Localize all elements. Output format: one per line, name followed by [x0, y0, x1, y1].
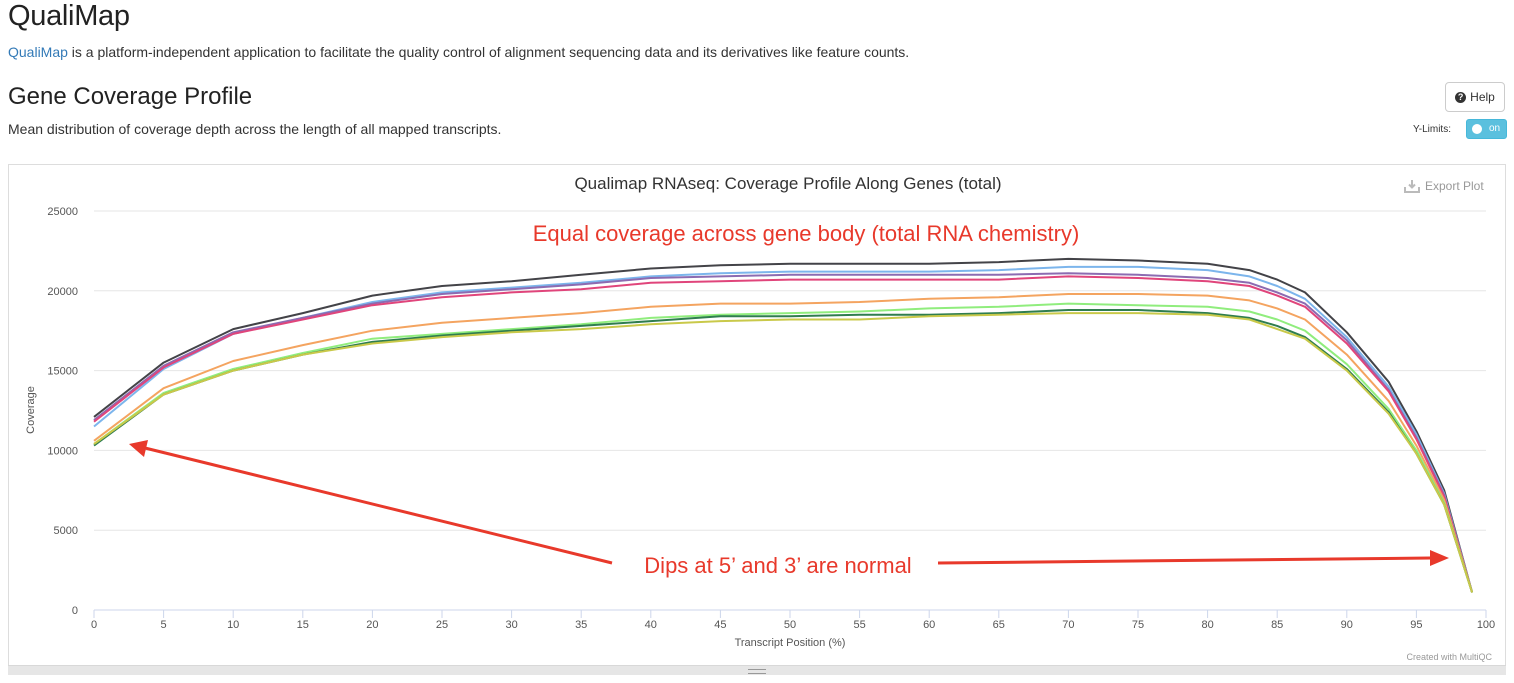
series-line-2	[93, 265, 1474, 593]
x-tick-label: 25	[436, 619, 448, 631]
annotation-arrow-left-head	[129, 440, 148, 457]
export-plot-label: Export Plot	[1425, 179, 1484, 193]
y-tick-label: 25000	[47, 206, 78, 218]
x-tick-label: 45	[714, 619, 726, 631]
resize-grip-icon	[748, 669, 766, 674]
series-line-6	[93, 302, 1474, 593]
plot-container	[8, 164, 1506, 674]
series-line-5	[93, 293, 1474, 593]
x-tick-label: 90	[1341, 619, 1353, 631]
x-tick-label: 65	[993, 619, 1005, 631]
annotation-arrow-left-shaft	[144, 446, 613, 565]
ylimits-toggle[interactable]: on	[1466, 119, 1507, 139]
x-tick-label: 15	[297, 619, 309, 631]
help-button-label: Help	[1470, 90, 1495, 104]
question-circle-icon: ?	[1455, 91, 1467, 103]
annotation-dips: Dips at 5’ and 3’ are normal	[644, 553, 911, 578]
y-tick-label: 0	[72, 605, 78, 617]
x-tick-label: 75	[1132, 619, 1144, 631]
series-line-7	[93, 309, 1474, 593]
series-line-1	[93, 257, 1474, 593]
x-axis-label: Transcript Position (%)	[735, 637, 846, 649]
plot-resize-handle[interactable]	[8, 665, 1506, 675]
intro-text: is a platform-independent application to…	[67, 44, 910, 60]
qualimap-link[interactable]: QualiMap	[8, 44, 68, 60]
x-tick-label: 85	[1271, 619, 1283, 631]
series-line-3	[93, 272, 1474, 593]
x-tick-label: 55	[853, 619, 865, 631]
x-tick-label: 30	[505, 619, 517, 631]
x-tick-label: 40	[645, 619, 657, 631]
x-tick-label: 50	[784, 619, 796, 631]
annotation-arrow-right-shaft	[937, 556, 1431, 565]
section-description: Mean distribution of coverage depth acro…	[8, 121, 502, 137]
x-tick-label: 80	[1201, 619, 1213, 631]
chart-title: Qualimap RNAseq: Coverage Profile Along …	[574, 174, 1001, 193]
x-tick-label: 5	[161, 619, 167, 631]
y-axis-label: Coverage	[25, 386, 37, 434]
download-icon	[1404, 180, 1420, 193]
y-tick-label: 20000	[47, 286, 78, 298]
toggle-knob	[1472, 124, 1482, 134]
y-tick-label: 10000	[47, 445, 78, 457]
x-tick-label: 0	[91, 619, 97, 631]
annotation-arrow-right-head	[1430, 550, 1449, 566]
x-tick-label: 60	[923, 619, 935, 631]
x-tick-label: 70	[1062, 619, 1074, 631]
x-tick-label: 35	[575, 619, 587, 631]
export-plot-button[interactable]: Export Plot	[1404, 179, 1484, 193]
multiqc-credit: Created with MultiQC	[1406, 652, 1492, 662]
help-button[interactable]: ? Help	[1445, 82, 1505, 112]
x-tick-label: 100	[1477, 619, 1495, 631]
y-tick-label: 5000	[54, 525, 78, 537]
intro-paragraph: QualiMap is a platform-independent appli…	[8, 44, 909, 60]
toggle-state-label: on	[1489, 123, 1501, 134]
series-line-4	[93, 275, 1474, 593]
x-tick-label: 20	[366, 619, 378, 631]
ylimits-label: Y-Limits:	[1413, 124, 1451, 135]
x-tick-label: 10	[227, 619, 239, 631]
section-title: Gene Coverage Profile	[8, 83, 253, 110]
page-title: QualiMap	[8, 0, 130, 32]
series-line-8	[93, 312, 1474, 593]
y-tick-label: 15000	[47, 366, 78, 378]
x-tick-label: 95	[1410, 619, 1422, 631]
annotation-gene-body: Equal coverage across gene body (total R…	[533, 221, 1080, 246]
